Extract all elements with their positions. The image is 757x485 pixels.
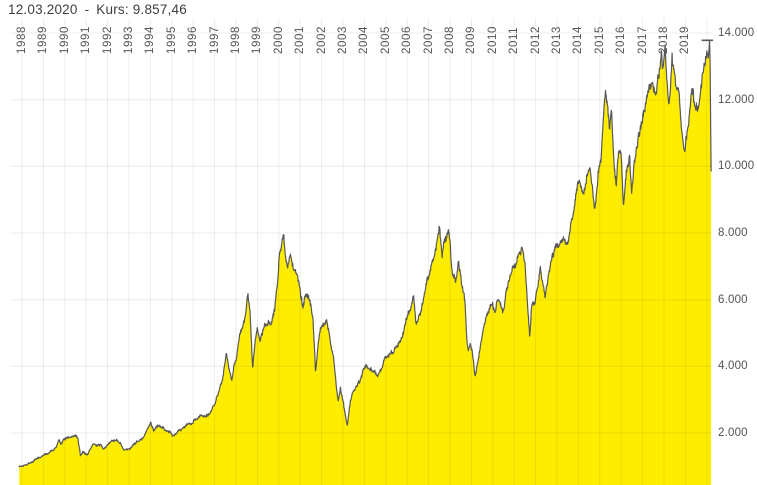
x-axis-label: 1994 bbox=[144, 26, 157, 54]
x-axis-label: 2001 bbox=[294, 26, 307, 54]
x-axis-label: 2006 bbox=[401, 26, 414, 54]
y-axis-label: 12.000 bbox=[718, 93, 755, 106]
x-axis-label: 2009 bbox=[465, 26, 478, 54]
kurs-value: 9.857,46 bbox=[132, 2, 187, 17]
x-axis-label: 2012 bbox=[529, 26, 542, 54]
x-axis-label: 2013 bbox=[551, 26, 563, 54]
y-axis-label: 14.000 bbox=[718, 27, 755, 39]
y-axis-label: 6.000 bbox=[718, 293, 748, 306]
gridlines bbox=[10, 18, 712, 485]
x-axis-label: 2019 bbox=[679, 26, 692, 54]
y-axis-label: 10.000 bbox=[718, 160, 755, 173]
x-axis-label: 1989 bbox=[37, 26, 50, 54]
price-area bbox=[19, 40, 712, 485]
y-axis-label: 8.000 bbox=[718, 227, 748, 239]
x-axis-label: 2008 bbox=[444, 26, 456, 54]
y-axis-label: 2.000 bbox=[718, 427, 748, 439]
date-label: 12.03.2020 bbox=[8, 2, 78, 17]
x-axis-label: 1991 bbox=[80, 26, 93, 54]
x-axis-label: 2017 bbox=[636, 26, 649, 54]
header-separator: - bbox=[84, 2, 90, 17]
x-axis-label: 2007 bbox=[422, 26, 435, 54]
x-axis-label: 1999 bbox=[251, 26, 264, 54]
chart-header: 12.03.2020- Kurs: 9.857,46 bbox=[8, 2, 187, 17]
kurs-label: Kurs: bbox=[96, 2, 129, 17]
y-axis-label: 4.000 bbox=[718, 360, 748, 373]
x-axis-label: 2011 bbox=[508, 26, 521, 54]
x-axis-label: 2016 bbox=[615, 26, 628, 54]
x-axis-label: 1995 bbox=[165, 26, 178, 54]
x-axis-label: 2005 bbox=[379, 26, 392, 54]
x-axis-label: 1997 bbox=[208, 26, 221, 54]
x-axis-label: 2004 bbox=[358, 26, 371, 54]
x-axis-label: 2000 bbox=[272, 26, 285, 54]
x-axis-label: 2018 bbox=[658, 26, 670, 54]
x-axis-label: 2003 bbox=[337, 26, 349, 54]
price-line bbox=[18, 39, 712, 468]
x-axis-label: 1998 bbox=[230, 26, 242, 54]
x-axis-label: 2010 bbox=[486, 26, 499, 54]
x-axis-label: 2002 bbox=[315, 26, 328, 54]
x-axis-label: 2015 bbox=[593, 26, 606, 54]
x-axis-label: 1990 bbox=[58, 26, 71, 54]
x-axis-label: 1988 bbox=[16, 26, 28, 54]
x-axis-label: 1992 bbox=[101, 26, 114, 54]
x-axis-label: 1993 bbox=[123, 26, 135, 54]
x-axis-label: 2014 bbox=[572, 26, 585, 54]
x-axis-label: 1996 bbox=[187, 26, 200, 54]
